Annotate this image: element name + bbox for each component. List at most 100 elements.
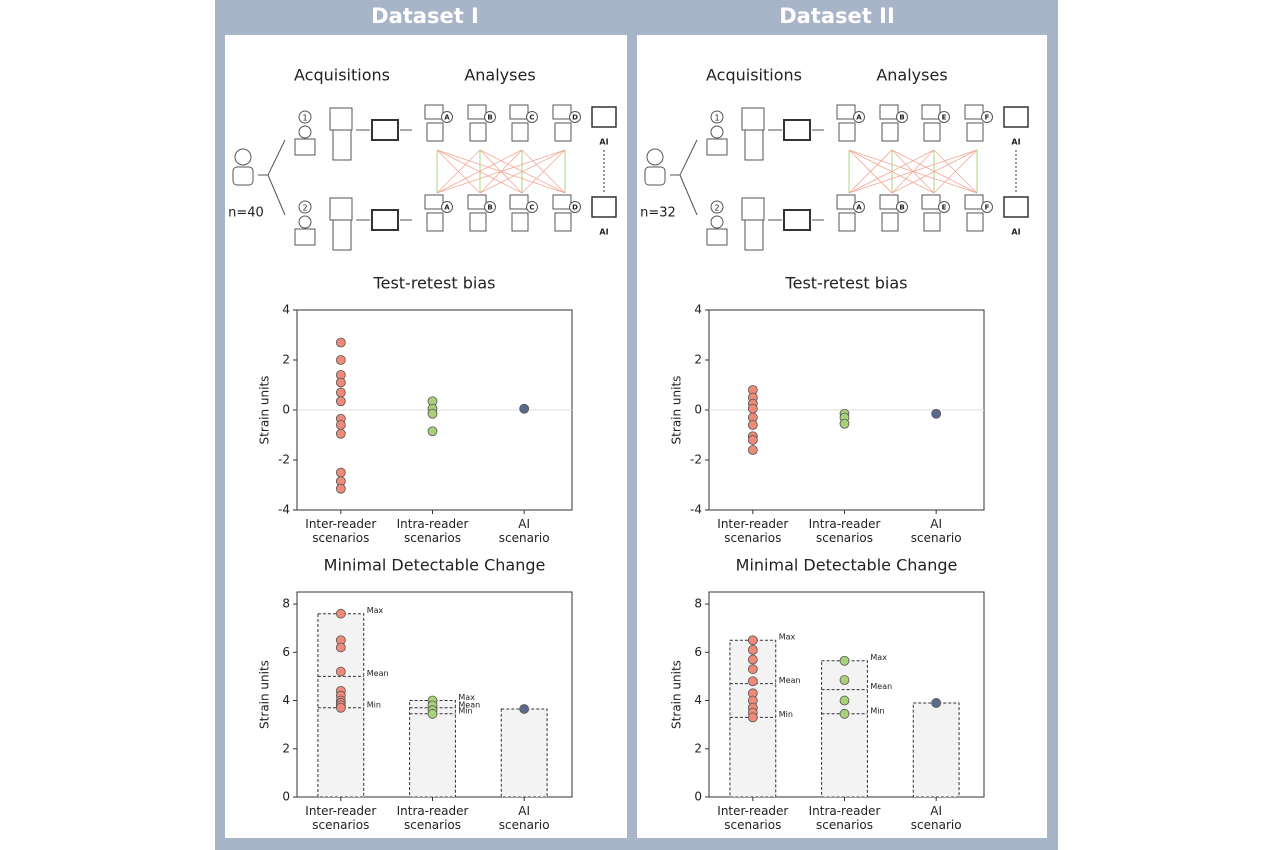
operator-badge [710, 110, 724, 124]
reader-badge [441, 201, 453, 213]
reader-body [511, 212, 529, 232]
ai-label: AI [1011, 228, 1020, 237]
mdc-bar [500, 708, 548, 798]
reader-label: B [899, 204, 904, 212]
operator-badge [298, 200, 312, 214]
stat-label: Mean [870, 682, 892, 691]
operator-body [706, 138, 728, 156]
x-tick-label-line: Inter-reader [717, 517, 788, 531]
reader-badge [526, 111, 538, 123]
pair-link [436, 149, 523, 194]
stat-label: Max [779, 633, 796, 642]
stat-label: Mean [458, 700, 480, 709]
image-box [371, 119, 399, 141]
reader-body [966, 212, 984, 232]
stat-label: Min [779, 710, 793, 719]
pair-link [436, 149, 566, 194]
reader-label: B [487, 204, 492, 212]
y-tick-label: 0 [694, 790, 702, 804]
operator-head [298, 215, 312, 229]
reader-badge [896, 111, 908, 123]
x-tick-label: AI scenario [499, 804, 550, 832]
reader-badge [569, 111, 581, 123]
reader-badge [981, 111, 993, 123]
x-tick-label: AI scenario [911, 804, 962, 832]
stat-label: Max [458, 693, 475, 702]
x-tick-label: Inter-reader scenarios [305, 804, 376, 832]
stat-label: Min [870, 706, 884, 715]
y-tick-label: 4 [282, 693, 290, 707]
point [427, 708, 438, 719]
x-tick-label-line: scenarios [404, 531, 461, 545]
reader-badge [938, 111, 950, 123]
y-tick-label: 0 [282, 403, 290, 417]
reader-body [426, 212, 444, 232]
point [839, 708, 850, 719]
stat-label: Max [367, 606, 384, 615]
point [839, 675, 850, 685]
ai-label: AI [599, 138, 608, 147]
reader-monitor [509, 104, 529, 120]
ai-label: AI [1011, 138, 1020, 147]
point [747, 676, 758, 687]
section-title: Analyses [464, 66, 535, 85]
reader-body [554, 212, 572, 232]
reader-monitor [836, 194, 856, 210]
point [747, 712, 758, 723]
reader-badge [526, 201, 538, 213]
machine [741, 197, 765, 221]
operator-label: 1 [714, 114, 719, 123]
chart-title: Minimal Detectable Change [736, 556, 958, 575]
stat-label: Mean [779, 676, 801, 685]
y-tick-label: -4 [690, 503, 702, 517]
point [335, 642, 346, 653]
x-tick-label-line: Intra-reader [809, 517, 881, 531]
x-tick-label-line: scenario [911, 531, 962, 545]
pair-link [521, 149, 566, 194]
x-tick-label-line: scenario [911, 818, 962, 832]
point [931, 408, 942, 419]
branch [670, 139, 698, 216]
patient-body [232, 166, 254, 186]
x-tick-label-line: AI [518, 804, 530, 818]
ai-monitor [1003, 196, 1029, 218]
chart-title: Minimal Detectable Change [324, 556, 546, 575]
reader-body [881, 122, 899, 142]
point [335, 420, 346, 430]
reader-label: B [899, 114, 904, 122]
stat-label: Mean [367, 669, 389, 678]
reader-label: C [529, 114, 534, 122]
patient-body [644, 166, 666, 186]
x-tick-label: Inter-reader scenarios [717, 804, 788, 832]
reader-monitor [552, 194, 572, 210]
point [747, 403, 758, 414]
machine-base [744, 219, 764, 251]
pair-link [848, 149, 935, 194]
reader-body [881, 212, 899, 232]
mdc-bar [912, 702, 960, 798]
reader-monitor [424, 104, 444, 120]
machine-base [332, 219, 352, 251]
operator-badge [710, 200, 724, 214]
patient-head [646, 148, 664, 166]
point [747, 644, 758, 655]
point [747, 635, 758, 646]
operator-label: 1 [302, 114, 307, 123]
point [839, 655, 850, 666]
sample-size: n=40 [228, 206, 264, 221]
x-tick-label-line: scenarios [312, 818, 369, 832]
point [747, 435, 758, 445]
machine-base [332, 129, 352, 161]
reader-body [469, 212, 487, 232]
point [335, 467, 346, 478]
x-tick-label: Intra-reader scenarios [809, 804, 881, 832]
y-axis-label: Strain units [670, 660, 684, 729]
y-tick-label: 2 [282, 353, 290, 367]
reader-badge [484, 201, 496, 213]
section-title: Analyses [876, 66, 947, 85]
reader-badge [569, 201, 581, 213]
x-tick-label-line: Inter-reader [305, 804, 376, 818]
x-tick-label-line: scenarios [724, 531, 781, 545]
reader-body [923, 122, 941, 142]
reader-body [426, 122, 444, 142]
